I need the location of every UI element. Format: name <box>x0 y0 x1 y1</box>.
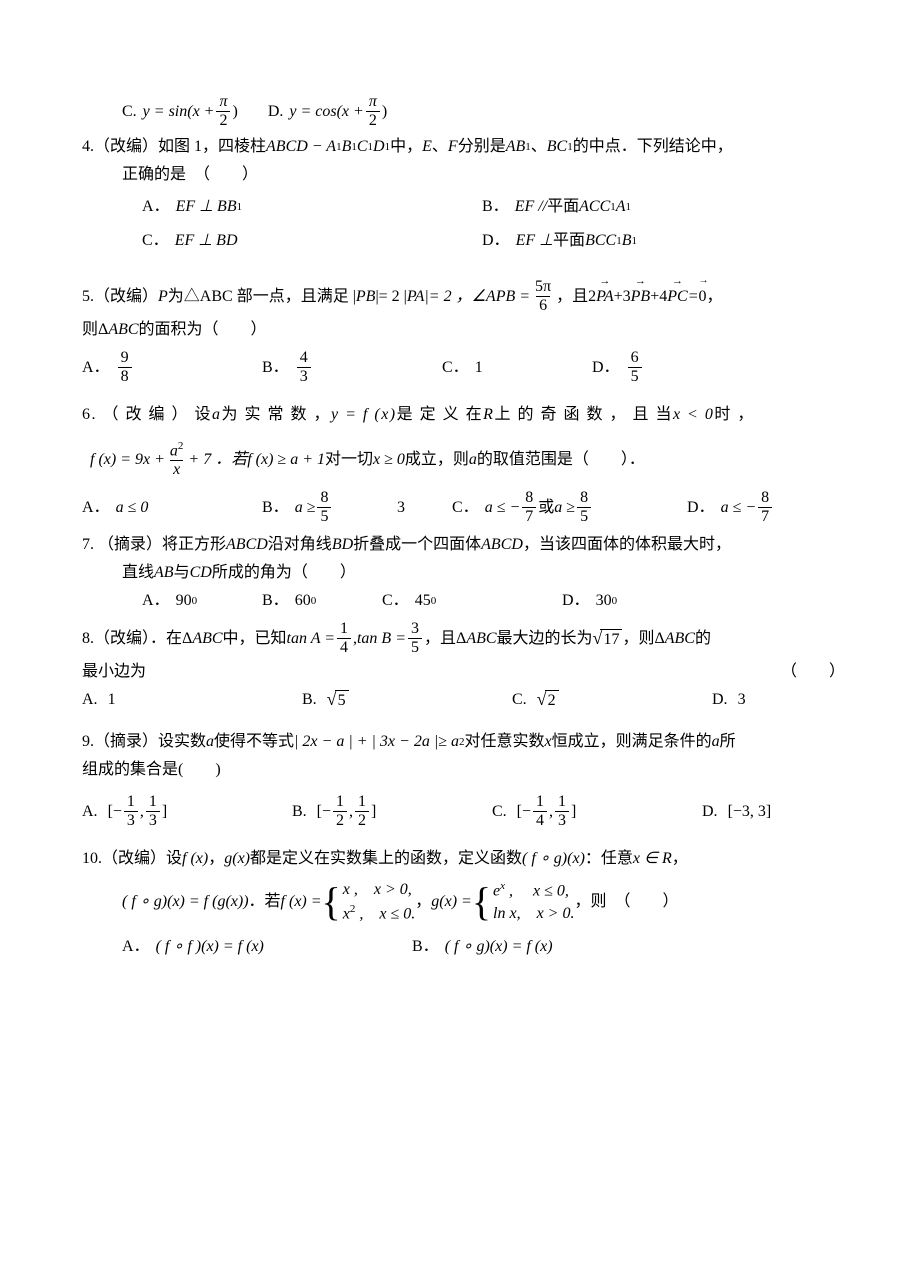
q9-opt-b: B. [− 12 , 12 ] <box>292 794 492 829</box>
q5-opt-d: D． 65 <box>592 350 644 385</box>
q8-opt-a: A. 1 <box>82 688 302 712</box>
q4-opts-cd: C． EF ⊥ BD D． EF ⊥ 平面 BCC1 B1 <box>142 229 845 253</box>
q7-opt-a: A． 900 <box>142 589 262 613</box>
q6-opt-a: A． a ≤ 0 <box>82 490 262 525</box>
q5-line1: 5.（改编） P 为△ABC 部一点，且满足 | PB |= 2 | PA |=… <box>82 279 845 314</box>
q10-opt-b: B． ( f ∘ g)(x) = f (x) <box>412 935 553 959</box>
q7-opt-c: C． 450 <box>382 589 562 613</box>
prev-options-cd: C. y = sin(x + π2 ) D. y = cos(x + π2 ) <box>82 94 845 129</box>
q8-opt-d: D. 3 <box>712 688 746 712</box>
q4-cube: ABCD − A <box>266 135 336 159</box>
q4-opt-c: C． EF ⊥ BD <box>142 229 482 253</box>
q6-line2: f (x) = 9x + a2x + 7 ．若 f (x) ≥ a + 1 对一… <box>82 441 845 478</box>
q7-opt-b: B． 600 <box>262 589 382 613</box>
opt-d-post: ) <box>382 100 387 124</box>
prev-opt-c: C. y = sin(x + π2 ) <box>122 94 238 129</box>
q4-opts-ab: A． EF ⊥ BB1 B． EF // 平面 ACC1 A1 <box>142 195 845 219</box>
opt-c-frac: π2 <box>216 94 230 129</box>
q5-opts: A． 98 B． 43 C． 1 D． 65 <box>82 350 845 385</box>
opt-d-frac: π2 <box>366 94 380 129</box>
q4-opt-b: B． EF // 平面 ACC1 A1 <box>482 195 631 219</box>
q9-opt-a: A. [− 13 , 13 ] <box>82 794 292 829</box>
opt-label-c: C. <box>122 100 137 124</box>
q7-opt-d: D． 300 <box>562 589 617 613</box>
prev-opt-d: D. y = cos(x + π2 ) <box>268 94 387 129</box>
q9-line2: 组成的集合是( ) <box>82 758 845 782</box>
q6-line1: 6. （ 改 编 ） 设 a 为 实 常 数 ， y = f (x) 是 定 义… <box>82 403 845 427</box>
q7-opts: A． 900 B． 600 C． 450 D． 300 <box>142 589 845 613</box>
q8-line2: 最小边为 （ ） <box>82 660 845 684</box>
q9-opt-d: D. [−3, 3] <box>702 794 771 829</box>
q7-line2: 直线 AB 与 CD 所成的角为（ ） <box>122 561 845 585</box>
q6-opts: A． a ≤ 0 B． a ≥ 85 3 C． a ≤ − 87 或 a ≥ 8… <box>82 490 845 525</box>
q9-line1: 9.（摘录）设实数 a 使得不等式 | 2x − a | + | 3x − 2a… <box>82 730 845 754</box>
q10-opts-ab: A． ( f ∘ f )(x) = f (x) B． ( f ∘ g)(x) =… <box>122 935 845 959</box>
q8-opt-b: B. √5 <box>302 688 512 712</box>
q5-opt-c: C． 1 <box>442 350 592 385</box>
q4-opt-a: A． EF ⊥ BB1 <box>142 195 482 219</box>
q8-line1: 8.（改编）．在 ΔABC 中，已知 tan A = 14 , tan B = … <box>82 621 845 656</box>
q4-line2: 正确的是 （ ） <box>122 163 845 187</box>
q9-opt-c: C. [− 14 , 13 ] <box>492 794 702 829</box>
q10-line2: ( f ∘ g)(x) = f (g(x)) ．若 f (x) = { x , … <box>122 879 845 925</box>
q10-line1: 10.（改编）设 f (x) ， g(x) 都是定义在实数集上的函数，定义函数 … <box>82 847 845 871</box>
q9-opts: A. [− 13 , 13 ] B. [− 12 , 12 ] C. [− 14… <box>82 794 845 829</box>
q8-opts: A. 1 B. √5 C. √2 D. 3 <box>82 688 845 712</box>
q10-opt-a: A． ( f ∘ f )(x) = f (x) <box>122 935 412 959</box>
q5-opt-a: A． 98 <box>82 350 262 385</box>
q6-opt-b: B． a ≥ 85 <box>262 490 397 525</box>
q5-line2: 则 ΔABC 的面积为（ ） <box>82 318 845 342</box>
opt-c-pre: y = sin(x + <box>143 100 215 124</box>
opt-c-post: ) <box>232 100 237 124</box>
q4-opt-d: D． EF ⊥ 平面 BCC1 B1 <box>482 229 637 253</box>
opt-label-d: D. <box>268 100 284 124</box>
q4-line1: 4.（改编）如图 1，四棱柱 ABCD − A1 B1 C1 D1 中， E 、… <box>82 135 845 159</box>
q6-opt-d: D． a ≤ − 87 <box>687 490 774 525</box>
q6-mid3: 3 <box>397 490 452 525</box>
q8-opt-c: C. √2 <box>512 688 712 712</box>
q5-opt-b: B． 43 <box>262 350 442 385</box>
opt-d-pre: y = cos(x + <box>289 100 363 124</box>
q7-line1: 7. （摘录）将正方形 ABCD 沿对角线 BD 折叠成一个四面体 ABCD ，… <box>82 533 845 557</box>
q4-prefix: 4.（改编）如图 1，四棱柱 <box>82 135 266 159</box>
q6-opt-c: C． a ≤ − 87 或 a ≥ 85 <box>452 490 687 525</box>
